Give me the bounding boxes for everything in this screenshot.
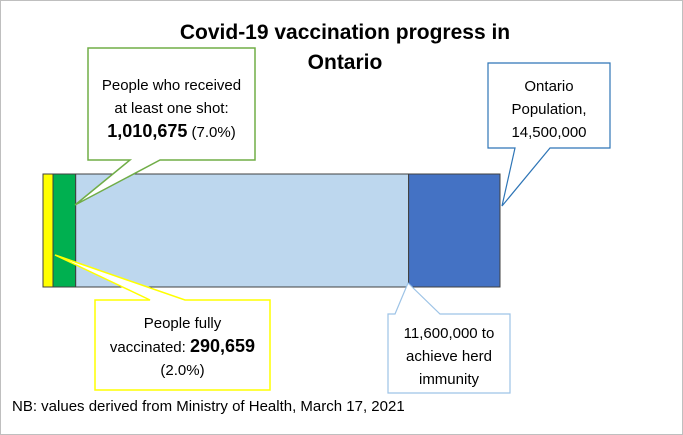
callout-one-shot-line1: People who received <box>101 77 242 94</box>
callout-full-prefix: vaccinated: <box>109 339 186 356</box>
callout-herd-line3: immunity <box>418 371 479 388</box>
callout-population-shape <box>487 62 611 207</box>
callout-one-shot-shape <box>74 47 256 206</box>
callout-full-value: 290,659 <box>189 336 256 356</box>
callout-fully-vaccinated-text: People fully vaccinated: 290,659 (2.0%) <box>95 312 270 382</box>
callout-one-shot-text: People who received at least one shot: 1… <box>88 74 255 144</box>
callout-fully-vaccinated-shape <box>54 254 271 391</box>
callout-herd-line2: achieve herd <box>406 348 492 365</box>
callout-herd-immunity-text: 11,600,000 to achieve herd immunity <box>388 322 510 391</box>
callout-one-shot-line2: at least one shot: <box>114 100 229 117</box>
callout-full-pct: (2.0%) <box>160 362 205 379</box>
chart-title: Covid-19 vaccination progress in Ontario <box>179 21 511 74</box>
callout-population-line3: 14,500,000 <box>511 124 587 141</box>
callout-herd-immunity-shape <box>387 281 511 394</box>
bar-segment-one-shot <box>52 173 77 288</box>
bar-segment-to-herd-immunity <box>75 173 410 288</box>
bar-segment-beyond-herd-immunity <box>408 173 501 288</box>
callout-population-line2: Population, <box>511 101 587 118</box>
callout-one-shot-pct: (7.0%) <box>191 124 236 141</box>
bar-segment-fully-vaccinated <box>42 173 54 288</box>
callout-population-text: Ontario Population, 14,500,000 <box>488 75 610 144</box>
callout-one-shot-value: 1,010,675 <box>107 121 188 141</box>
callout-full-line1: People fully <box>143 315 222 332</box>
callout-herd-line1: 11,600,000 to <box>403 325 495 342</box>
callout-population-line1: Ontario <box>524 78 574 95</box>
chart-footnote: NB: values derived from Ministry of Heal… <box>12 398 405 415</box>
